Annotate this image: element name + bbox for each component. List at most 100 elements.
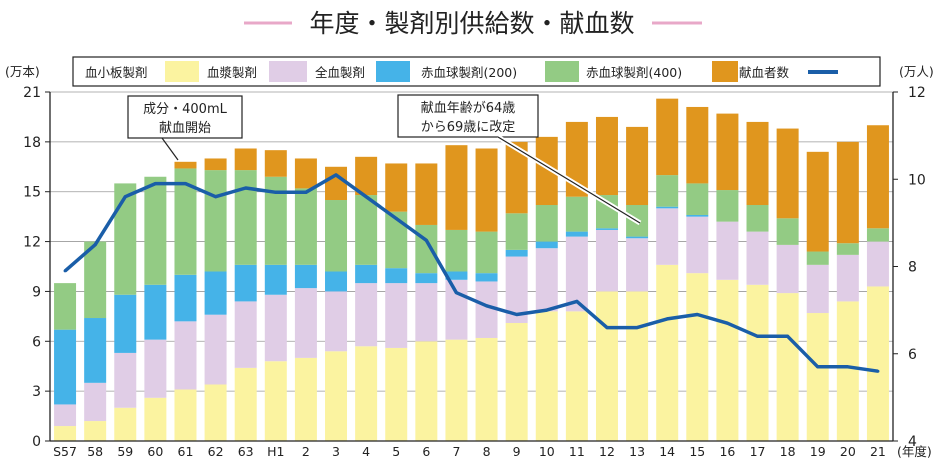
bar-segment [716,279,739,441]
donor-point [153,182,157,186]
x-tick-label: 61 [178,444,194,459]
x-tick-label: 2 [302,444,310,459]
x-tick-label: 10 [539,444,555,459]
left-axis-unit: (万本) [5,64,40,79]
annotation-box [127,95,243,139]
bar-segment [445,229,468,272]
annotation-text: 成分・400mL [143,102,227,117]
bar-segment [174,161,197,169]
bar-segment [114,294,137,353]
legend-swatch [545,61,579,82]
x-tick-label: 13 [629,444,645,459]
bar-segment [445,279,468,340]
bar-segment [565,236,588,312]
left-tick-label: 0 [32,434,41,450]
bar-segment [626,238,649,292]
bar-segment [716,113,739,191]
legend-label: 血漿製剤 [207,65,257,80]
donor-point [334,173,338,177]
donor-point [725,321,729,325]
donor-point [756,334,760,338]
bar-segment [776,218,799,245]
bar-segment [656,206,679,209]
legend: 血小板製剤 血漿製剤 全血製剤 赤血球製剤(200) 赤血球製剤(400) 献血者数 [72,56,881,87]
bar-segment [144,176,167,285]
bar-segment [54,329,77,405]
x-tick-label: 4 [362,444,370,459]
bar-segment [415,341,438,441]
bar-segment [475,148,498,232]
annotation-text: 献血開始 [159,121,211,136]
legend-label: 赤血球製剤(200) [421,65,517,80]
donor-point [635,326,639,330]
bar-segment [746,121,769,206]
bar-segment [54,426,77,441]
bar-segment [565,231,588,237]
bar-segment [325,166,348,201]
bar-segment [114,352,137,408]
bar-segment [866,125,889,229]
bar-segment [325,351,348,441]
left-tick-label: 18 [23,135,41,151]
x-tick-label: 62 [208,444,224,459]
left-tick-label: 15 [23,185,41,201]
donor-point [846,365,850,369]
x-tick-label: 11 [569,444,585,459]
bar-segment [595,291,618,441]
right-tick-label: 4 [908,434,917,450]
x-tick-label: 16 [719,444,735,459]
bar-segment [385,283,408,348]
bar-segment [656,208,679,265]
bar-segment [385,163,408,212]
donor-point [93,243,97,247]
bar-segment [204,314,227,385]
bar-segment [595,228,618,230]
x-tick-label: 7 [452,444,460,459]
left-tick-label: 3 [32,384,41,400]
legend-swatch [269,61,307,82]
bar-segment [144,339,167,398]
bar-segment [535,311,558,441]
legend-label: 全血製剤 [315,65,365,80]
bar-segment [234,367,257,441]
bar-segment [595,116,618,196]
right-tick-label: 6 [908,347,917,363]
bar-segment [144,397,167,441]
bar-segment [325,271,348,292]
donor-point [816,365,820,369]
bar-segment [294,188,317,265]
bar-segment [595,195,618,229]
bar-segment [294,264,317,289]
x-tick-label: 8 [483,444,491,459]
donor-point [876,369,880,373]
bar-segment [656,264,679,441]
donor-point [63,269,67,273]
donor-point [364,195,368,199]
right-tick-label: 10 [908,172,926,188]
legend-swatch [376,61,410,82]
legend-swatch [165,61,199,82]
bar-segment [716,190,739,222]
bar-segment [776,128,799,219]
x-tick-label: 6 [422,444,430,459]
x-tick-label: 19 [810,444,826,459]
bar-segment [84,382,107,422]
annotation-pointer [161,137,179,161]
bar-segment [54,404,77,427]
bar-segment [475,231,498,274]
x-tick-label: 9 [513,444,521,459]
bar-segment [565,121,588,197]
bar-segment [866,228,889,242]
bar-segment [686,183,709,215]
bar-segment [234,301,257,368]
legend-label: 献血者数 [739,65,790,80]
bar-segment [84,421,107,441]
bar-segment [535,136,558,206]
donor-point [605,326,609,330]
bar-segment [686,214,709,217]
bar-segment [776,293,799,441]
bar-segment [535,248,558,312]
bar-segment [204,170,227,272]
bar-segment [355,346,378,441]
donor-point [424,238,428,242]
